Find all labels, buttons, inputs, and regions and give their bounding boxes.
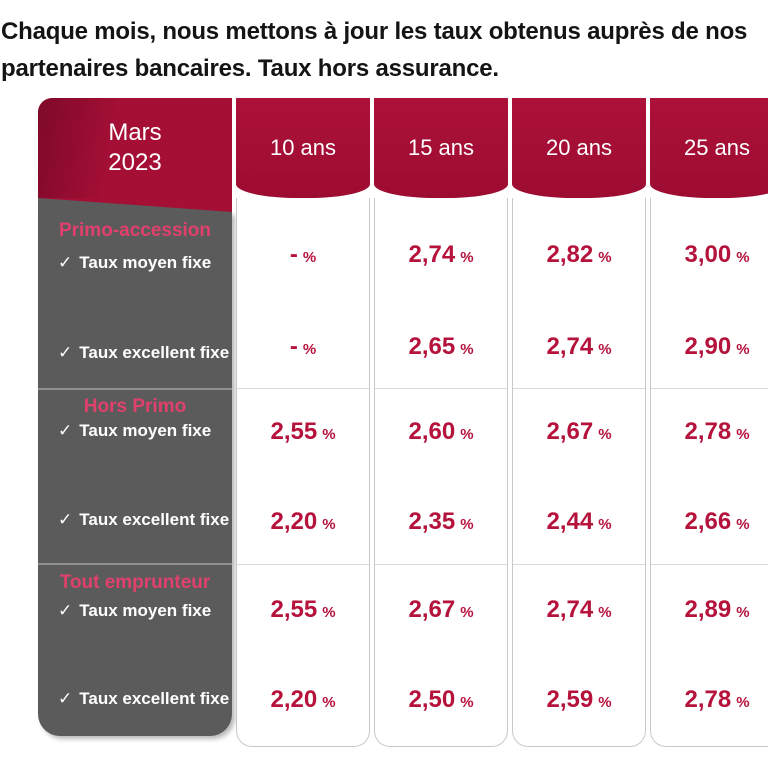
- value-cell: 2,66%: [684, 508, 750, 535]
- month-header: Mars 2023: [38, 98, 232, 198]
- percent-sign: %: [322, 426, 336, 443]
- percent-sign: %: [322, 516, 336, 533]
- value-cell: 2,67%: [546, 418, 612, 445]
- column-header-10-ans: 10 ans: [236, 98, 370, 198]
- percent-sign: %: [736, 694, 750, 711]
- checkmark-icon: ✓: [58, 510, 73, 529]
- value-cell: 2,67%: [408, 596, 474, 623]
- percent-sign: %: [302, 249, 317, 266]
- value-cell: 2,50%: [408, 686, 474, 713]
- value-cell: 2,20%: [270, 686, 336, 713]
- percent-sign: %: [736, 604, 750, 621]
- value-cell: 2,20%: [270, 508, 336, 535]
- value-cell: 3,00%: [684, 241, 750, 268]
- row-header-column: Mars 2023 Primo-accession ✓ Taux moyen fi…: [38, 98, 232, 736]
- column-10-ans: 10 ans -% -% 2,55% 2,20% 2,55% 2,20%: [236, 98, 370, 748]
- row-label: ✓ Taux moyen fixe: [58, 421, 212, 440]
- value-cell: 2,35%: [408, 508, 474, 535]
- section-divider: [237, 388, 369, 389]
- value-cell: 2,44%: [546, 508, 612, 535]
- month-year: 2023: [108, 149, 162, 176]
- percent-sign: %: [322, 604, 336, 621]
- value-cell: 2,78%: [684, 686, 750, 713]
- value-cell: -%: [289, 333, 317, 360]
- value-cell: 2,74%: [546, 596, 612, 623]
- percent-sign: %: [460, 604, 474, 621]
- percent-sign: %: [736, 249, 750, 266]
- percent-sign: %: [460, 341, 474, 358]
- percent-sign: %: [736, 516, 750, 533]
- row-label: ✓ Taux moyen fixe: [58, 253, 212, 272]
- column-body: 3,00% 2,90% 2,78% 2,66% 2,89% 2,78%: [650, 198, 768, 747]
- section-divider: [375, 564, 507, 565]
- percent-sign: %: [460, 694, 474, 711]
- row-label: ✓ Taux excellent fixe: [58, 510, 230, 529]
- column-body: 2,74% 2,65% 2,60% 2,35% 2,67% 2,50%: [374, 198, 508, 747]
- section-title: Tout emprunteur: [59, 572, 211, 593]
- column-body: -% -% 2,55% 2,20% 2,55% 2,20%: [236, 198, 370, 747]
- row-label: ✓ Taux moyen fixe: [58, 601, 212, 620]
- intro-line-2: partenaires bancaires. Taux hors assuran…: [1, 55, 499, 82]
- percent-sign: %: [460, 516, 474, 533]
- value-cell: 2,74%: [408, 241, 474, 268]
- section-divider: [651, 388, 768, 389]
- percent-sign: %: [598, 694, 612, 711]
- value-cell: 2,59%: [546, 686, 612, 713]
- section-tout-emprunteur: Tout emprunteur ✓ Taux moyen fixe ✓ Taux e…: [38, 563, 232, 736]
- value-cell: 2,90%: [684, 333, 750, 360]
- value-cell: 2,89%: [684, 596, 750, 623]
- percent-sign: %: [736, 341, 750, 358]
- value-cell: 2,60%: [408, 418, 474, 445]
- column-header-15-ans: 15 ans: [374, 98, 508, 198]
- value-cell: 2,82%: [546, 241, 612, 268]
- section-divider: [375, 388, 507, 389]
- section-title: Primo-accession: [58, 220, 212, 241]
- percent-sign: %: [598, 341, 612, 358]
- header-wave-transition: [38, 198, 232, 212]
- percent-sign: %: [460, 249, 474, 266]
- row-label: ✓ Taux excellent fixe: [58, 343, 230, 362]
- percent-sign: %: [460, 426, 474, 443]
- percent-sign: %: [598, 516, 612, 533]
- column-body: 2,82% 2,74% 2,67% 2,44% 2,74% 2,59%: [512, 198, 646, 747]
- percent-sign: %: [302, 341, 317, 358]
- checkmark-icon: ✓: [58, 601, 73, 620]
- section-divider: [237, 564, 369, 565]
- month-name: Mars: [108, 119, 162, 146]
- column-25-ans: 25 ans 3,00% 2,90% 2,78% 2,66% 2,89% 2,7…: [650, 98, 768, 748]
- row-label: ✓ Taux excellent fixe: [58, 689, 230, 708]
- value-cell: 2,65%: [408, 333, 474, 360]
- percent-sign: %: [598, 426, 612, 443]
- value-cell: 2,55%: [270, 418, 336, 445]
- row-header-sections: Primo-accession ✓ Taux moyen fixe ✓ Taux e…: [38, 212, 232, 736]
- intro-text: Chaque mois, nous mettons à jour les tau…: [1, 13, 757, 87]
- column-15-ans: 15 ans 2,74% 2,65% 2,60% 2,35% 2,67% 2,5…: [374, 98, 508, 748]
- value-cell: -%: [289, 241, 317, 268]
- value-cell: 2,55%: [270, 596, 336, 623]
- percent-sign: %: [736, 426, 750, 443]
- column-20-ans: 20 ans 2,82% 2,74% 2,67% 2,44% 2,74% 2,5…: [512, 98, 646, 748]
- section-hors-primo: Hors Primo ✓ Taux moyen fixe ✓ Taux excell…: [38, 388, 232, 563]
- section-divider: [513, 564, 645, 565]
- section-title: Hors Primo: [83, 396, 187, 417]
- intro-line-1: Chaque mois, nous mettons à jour les tau…: [1, 18, 748, 45]
- checkmark-icon: ✓: [58, 343, 73, 362]
- section-divider: [651, 564, 768, 565]
- section-primo-accession: Primo-accession ✓ Taux moyen fixe ✓ Taux e…: [38, 212, 232, 388]
- checkmark-icon: ✓: [58, 689, 73, 708]
- checkmark-icon: ✓: [58, 421, 73, 440]
- value-cell: 2,78%: [684, 418, 750, 445]
- section-divider: [513, 388, 645, 389]
- column-header-20-ans: 20 ans: [512, 98, 646, 198]
- column-header-25-ans: 25 ans: [650, 98, 768, 198]
- percent-sign: %: [598, 249, 612, 266]
- value-cell: 2,74%: [546, 333, 612, 360]
- percent-sign: %: [598, 604, 612, 621]
- percent-sign: %: [322, 694, 336, 711]
- checkmark-icon: ✓: [58, 253, 73, 272]
